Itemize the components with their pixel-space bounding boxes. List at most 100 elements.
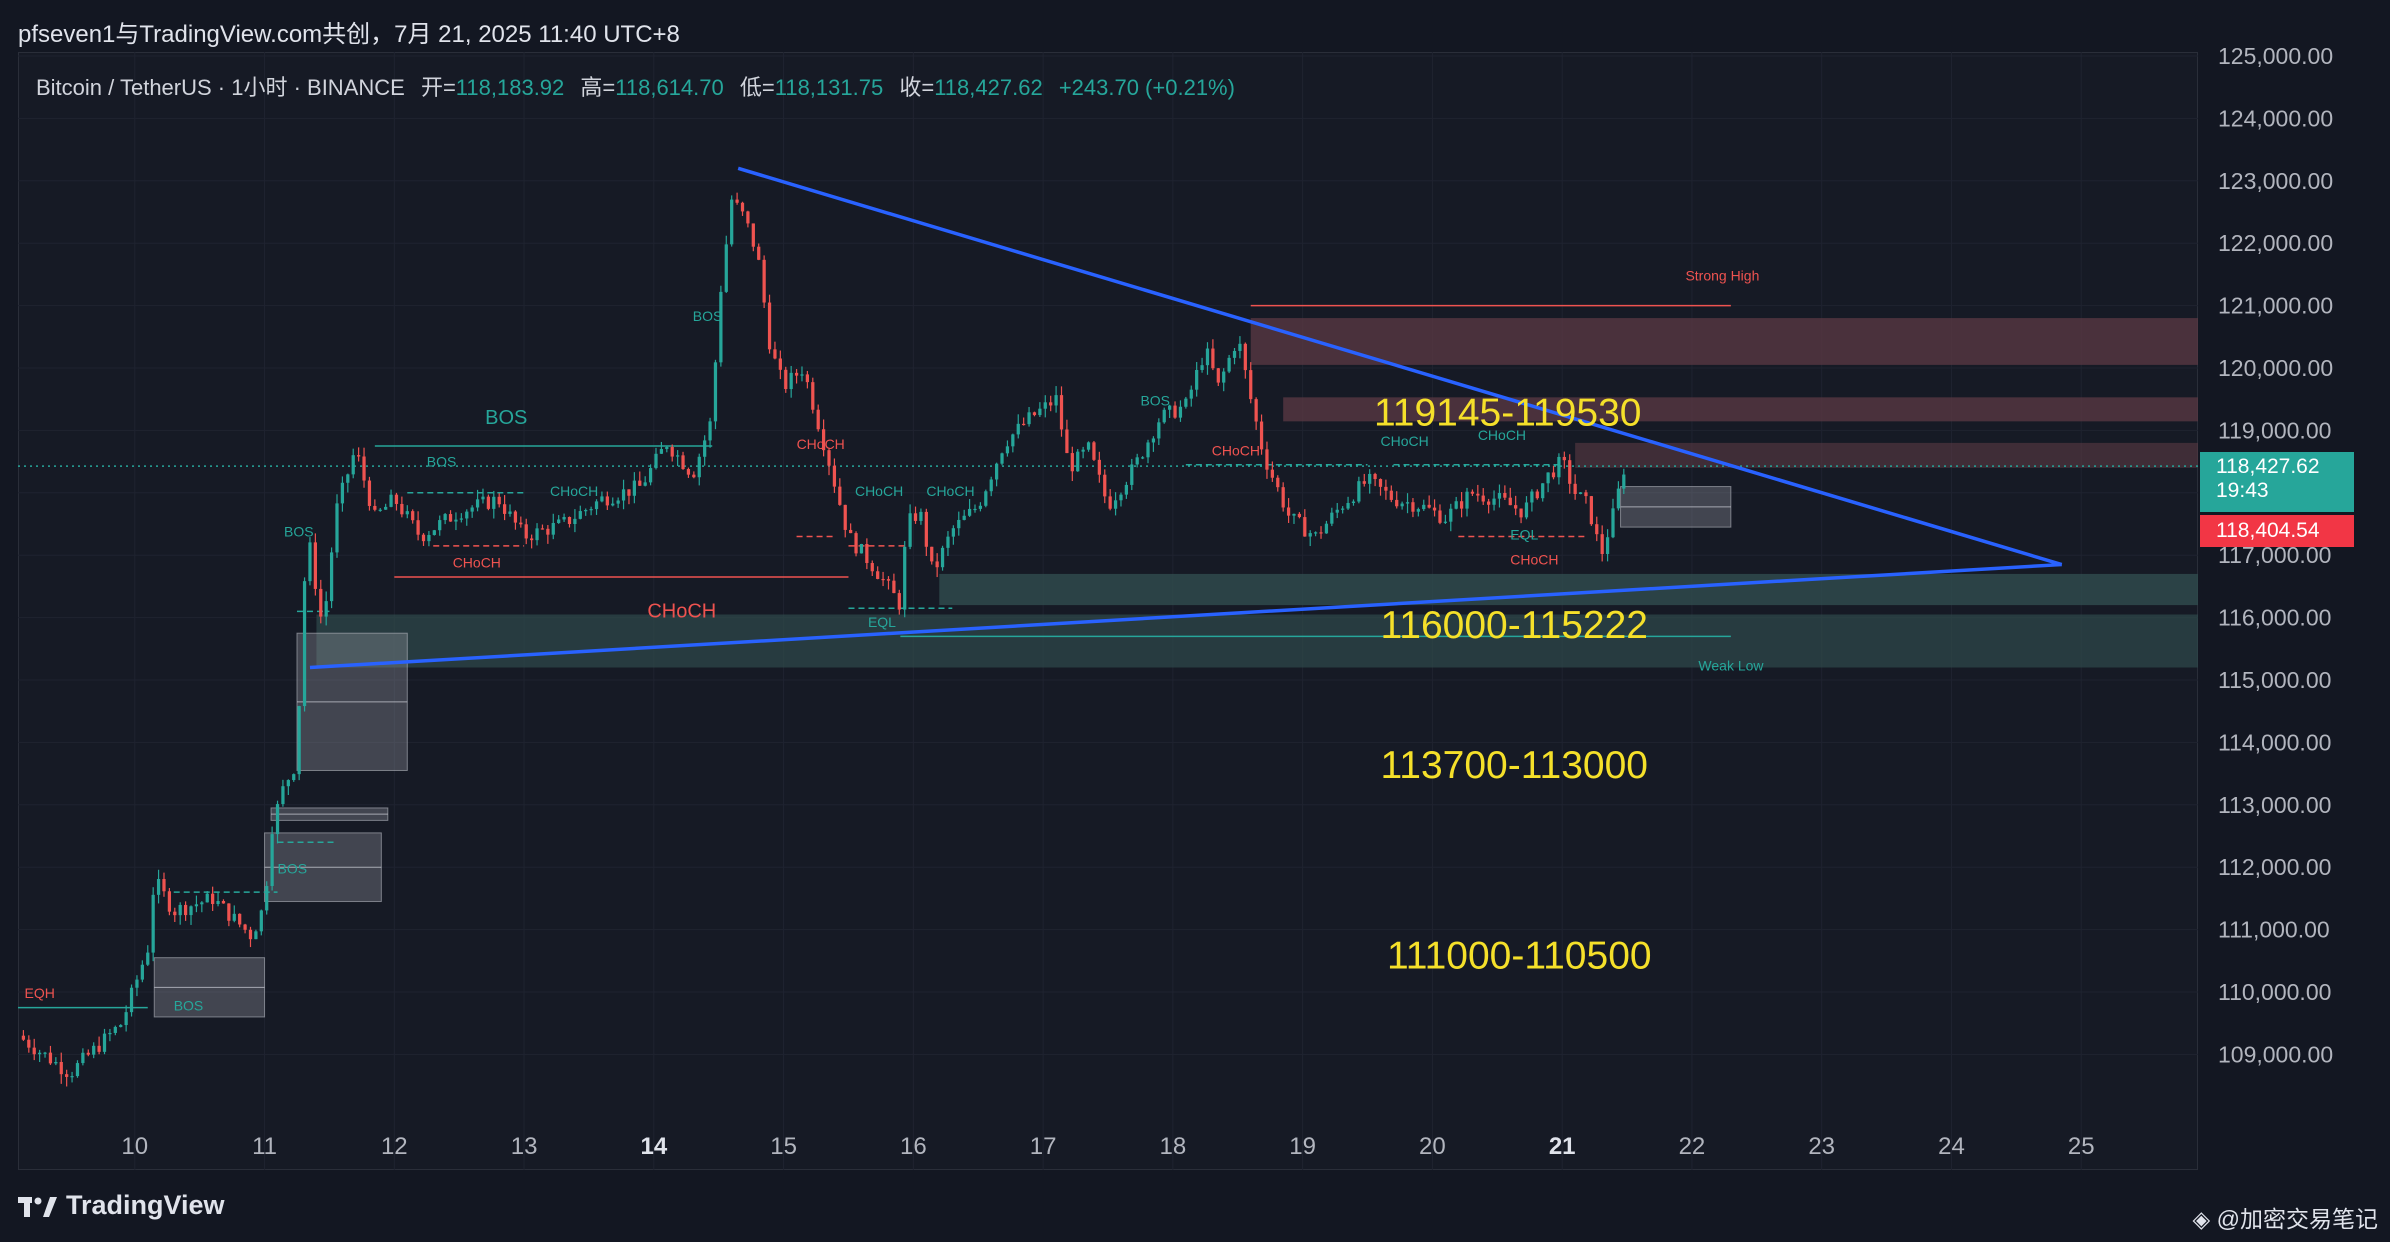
candle-body bbox=[1049, 402, 1053, 406]
chart-pane[interactable] bbox=[18, 52, 2198, 1170]
candle-body bbox=[243, 924, 247, 930]
close-value: 118,427.62 bbox=[934, 75, 1043, 100]
candle-body bbox=[1497, 493, 1502, 499]
zone-price-label: 111000-110500 bbox=[1387, 935, 1652, 978]
candle-body bbox=[1222, 371, 1226, 383]
candle-body bbox=[692, 474, 696, 478]
candle-body bbox=[1027, 412, 1031, 425]
candle-body bbox=[1416, 509, 1420, 512]
demand-zone-box bbox=[939, 573, 2198, 606]
candle-body bbox=[621, 489, 626, 501]
candle-body bbox=[1243, 343, 1247, 371]
candle-body bbox=[1032, 412, 1037, 416]
candle-body bbox=[124, 1012, 128, 1026]
tradingview-logo-icon bbox=[18, 1195, 58, 1217]
candle-body bbox=[189, 906, 193, 916]
candle-body bbox=[1405, 502, 1410, 504]
candle-body bbox=[1335, 509, 1339, 513]
candle-body bbox=[292, 774, 296, 781]
candle-body bbox=[1427, 504, 1431, 508]
open-value: 118,183.92 bbox=[455, 75, 565, 100]
candle-body bbox=[1492, 498, 1496, 505]
candle-body bbox=[1281, 487, 1285, 508]
candle-body bbox=[735, 199, 739, 203]
candle-body bbox=[562, 517, 566, 520]
high-label: 高= bbox=[580, 75, 616, 100]
x-tick-label: 18 bbox=[1160, 1133, 1187, 1160]
candle-body bbox=[421, 534, 426, 542]
candle-body bbox=[508, 511, 512, 514]
candle-body bbox=[724, 244, 728, 292]
zone-price-label: 116000-115222 bbox=[1381, 604, 1648, 647]
structure-label: CHoCH bbox=[1381, 433, 1429, 449]
structure-label: BOS bbox=[427, 454, 457, 470]
candle-body bbox=[605, 496, 609, 506]
candle-body bbox=[892, 580, 896, 594]
candle-body bbox=[1259, 421, 1264, 450]
candle-body bbox=[1086, 442, 1091, 450]
demand-zone-box bbox=[316, 614, 2198, 668]
candle-body bbox=[221, 900, 226, 904]
candle-body bbox=[924, 511, 928, 547]
candle-body bbox=[211, 893, 215, 905]
candle-body bbox=[978, 505, 983, 509]
candle-body bbox=[459, 518, 463, 520]
candle-body bbox=[686, 469, 691, 475]
y-tick-label: 120,000.00 bbox=[2218, 355, 2333, 381]
structure-label: BOS bbox=[1140, 392, 1170, 408]
x-tick-label: 17 bbox=[1030, 1133, 1057, 1160]
candle-body bbox=[1168, 405, 1172, 410]
candle-body bbox=[1611, 508, 1615, 538]
candle-body bbox=[627, 489, 631, 496]
candle-body bbox=[578, 511, 582, 519]
candle-body bbox=[1508, 497, 1512, 506]
structure-label: BOS bbox=[693, 308, 723, 324]
candle-body bbox=[70, 1076, 74, 1078]
candle-body bbox=[903, 546, 907, 610]
candle-body bbox=[313, 542, 317, 589]
candle-body bbox=[38, 1052, 42, 1055]
symbol-label[interactable]: Bitcoin / TetherUS · 1小时 · BINANCE bbox=[36, 75, 405, 100]
candle-body bbox=[648, 468, 653, 483]
candle-body bbox=[1487, 501, 1491, 505]
structure-label: CHoCH bbox=[1212, 442, 1260, 458]
candle-body bbox=[654, 453, 658, 469]
candle-body bbox=[821, 429, 826, 451]
y-tick-label: 110,000.00 bbox=[2218, 979, 2331, 1005]
tradingview-logo[interactable]: TradingView bbox=[18, 1190, 225, 1221]
labels-layer: 119145-119530 116000-115222 113700-113000 1… bbox=[24, 268, 1764, 1014]
candle-body bbox=[800, 374, 804, 376]
candle-body bbox=[1454, 501, 1458, 509]
candle-body bbox=[232, 913, 236, 921]
y-tick-label: 121,000.00 bbox=[2218, 293, 2333, 319]
candle-body bbox=[389, 494, 393, 507]
candle-body bbox=[665, 447, 669, 450]
x-tick-label: 12 bbox=[381, 1133, 408, 1160]
candle-body bbox=[1119, 494, 1123, 501]
candle-body bbox=[632, 480, 636, 496]
watermark-text: @加密交易笔记 bbox=[2216, 1206, 2378, 1232]
candle-body bbox=[827, 450, 831, 466]
candle-body bbox=[254, 931, 258, 940]
candle-body bbox=[1465, 491, 1469, 509]
change-value: +243.70 (+0.21%) bbox=[1058, 75, 1235, 100]
candle-body bbox=[540, 528, 545, 530]
candle-body bbox=[1184, 398, 1188, 407]
supply-zone-box bbox=[1283, 397, 2198, 422]
x-tick-label: 23 bbox=[1808, 1133, 1835, 1160]
candle-body bbox=[1022, 423, 1026, 426]
candle-body bbox=[1362, 481, 1366, 484]
candle-body bbox=[973, 508, 977, 511]
candle-body bbox=[1173, 405, 1177, 418]
candle-body bbox=[454, 519, 458, 522]
low-value: 118,131.75 bbox=[774, 75, 884, 100]
candle-body bbox=[773, 349, 777, 359]
supply-zone-box bbox=[1575, 442, 2198, 468]
structure-label: BOS bbox=[485, 407, 527, 429]
price-axis[interactable] bbox=[2198, 52, 2390, 1176]
tradingview-brand: TradingView bbox=[66, 1190, 225, 1220]
candle-body bbox=[670, 447, 674, 457]
candle-body bbox=[794, 372, 799, 376]
x-tick-label: 24 bbox=[1938, 1133, 1965, 1160]
